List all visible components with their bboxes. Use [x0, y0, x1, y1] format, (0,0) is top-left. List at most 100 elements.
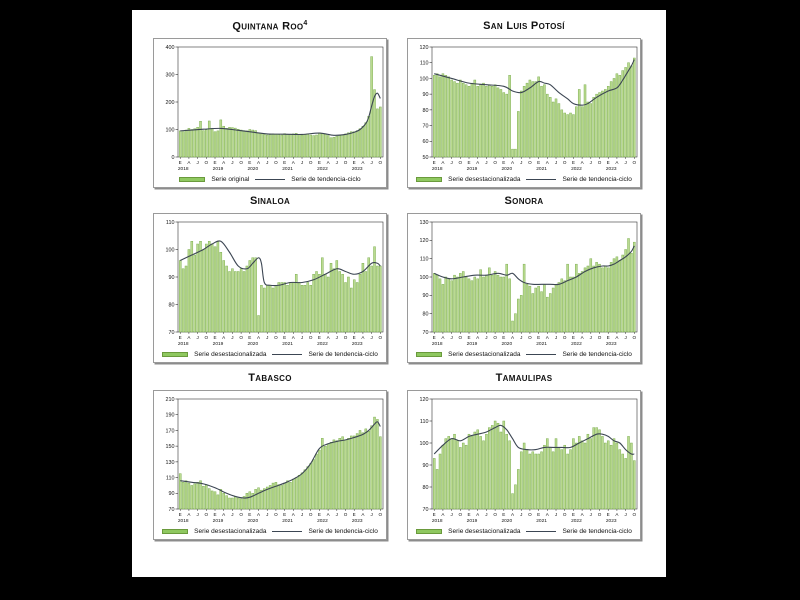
month-tick-label: E [433, 335, 436, 340]
bar [364, 428, 368, 510]
bar [525, 449, 529, 510]
bar [546, 438, 549, 510]
y-tick-label: 150 [166, 444, 175, 450]
y-tick-label: 80 [423, 108, 429, 114]
bar [355, 130, 359, 158]
month-tick-label: J [485, 160, 487, 165]
bar [598, 429, 601, 510]
bar [595, 427, 598, 510]
bar [528, 79, 532, 158]
bar [572, 438, 575, 510]
bar [624, 67, 627, 158]
bar [309, 134, 312, 158]
year-tick-label: 2023 [352, 341, 363, 347]
y-tick-label: 400 [166, 45, 175, 51]
month-tick-label: O [459, 512, 463, 517]
bar [554, 98, 558, 158]
year-tick-label: 2020 [501, 518, 512, 524]
bar [601, 90, 604, 158]
bar [490, 86, 494, 158]
bar [242, 496, 246, 510]
legend-line-label: Serie de tendencia-ciclo [308, 351, 378, 358]
bar [604, 89, 607, 158]
bar [344, 133, 347, 158]
bar [373, 246, 376, 333]
bar [438, 76, 442, 158]
bar [630, 252, 633, 333]
chart-title: Quintana Roo4 [154, 20, 386, 33]
bar [543, 444, 546, 510]
bar [479, 84, 482, 158]
bar [352, 279, 356, 333]
bar [216, 241, 220, 333]
chart-legend: Serie desestacionalizada Serie de tenden… [154, 348, 386, 361]
month-tick-label: E [179, 160, 182, 165]
bar [537, 76, 540, 158]
y-tick-label: 170 [166, 428, 175, 434]
bar [456, 440, 459, 510]
bar [294, 274, 298, 333]
bar [303, 285, 307, 333]
bar [332, 136, 336, 158]
bar [323, 445, 327, 510]
bar [470, 436, 474, 510]
bar [560, 109, 564, 158]
bar [283, 282, 286, 333]
bar [583, 84, 587, 158]
bar [505, 93, 508, 158]
bar [274, 285, 278, 333]
bar [598, 263, 601, 333]
chart-panel-tabasco: Tabasco 70 90 110 130 150 170 190 210 E 2018 A J O E 2… [153, 372, 387, 540]
chart-title-text: Tabasco [248, 372, 292, 384]
y-tick-label: 100 [420, 275, 429, 281]
month-tick-label: A [222, 512, 226, 517]
bar [292, 133, 295, 158]
bar [315, 453, 318, 510]
bar [318, 449, 321, 510]
month-tick-label: J [555, 160, 557, 165]
bar [572, 114, 575, 158]
bar [202, 485, 205, 510]
year-tick-label: 2020 [247, 341, 258, 347]
legend-bar-label: Serie desestacionalizada [194, 528, 267, 535]
month-tick-label: E [283, 335, 286, 340]
line-series-swatch-icon [526, 531, 557, 532]
bar [609, 262, 613, 333]
bar [338, 438, 341, 510]
bar [630, 65, 633, 158]
bar [493, 84, 497, 158]
year-tick-label: 2018 [178, 166, 189, 172]
bar [268, 285, 272, 333]
month-tick-label: E [179, 512, 182, 517]
bar [627, 62, 630, 158]
bar [595, 262, 598, 333]
bar [257, 132, 260, 158]
month-tick-label: E [537, 335, 540, 340]
bar [444, 75, 448, 158]
bar [540, 451, 543, 510]
bar [184, 265, 188, 333]
trend-cycle-line [180, 92, 381, 136]
bar [361, 125, 365, 158]
month-tick-label: E [502, 512, 505, 517]
bar [199, 480, 202, 510]
bar [187, 128, 191, 158]
chart-title: Tamaulipas [408, 372, 640, 384]
bar [618, 75, 622, 158]
month-tick-label: E [248, 335, 251, 340]
y-tick-label: 70 [423, 507, 429, 513]
bar [367, 116, 370, 158]
bar [580, 271, 584, 333]
bar [505, 433, 508, 510]
y-tick-label: 110 [166, 220, 175, 226]
bar [514, 313, 517, 333]
bar [263, 488, 266, 510]
bar [248, 260, 252, 333]
bar [627, 238, 630, 333]
bar [519, 295, 523, 333]
bar [514, 148, 517, 158]
bar [286, 133, 289, 158]
bar [540, 291, 543, 333]
